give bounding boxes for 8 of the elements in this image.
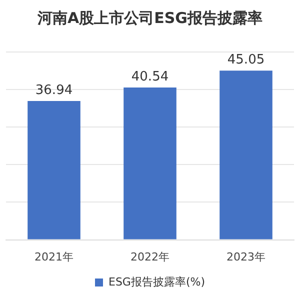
data-label: 36.94 xyxy=(35,82,73,98)
x-tick-label: 2022年 xyxy=(130,250,170,264)
x-tick-label: 2021年 xyxy=(34,250,74,264)
data-label: 45.05 xyxy=(227,52,265,68)
x-tick-label: 2023年 xyxy=(226,250,266,264)
chart-title: 河南A股上市公司ESG报告披露率 xyxy=(36,8,262,27)
legend-label: ESG报告披露率(%) xyxy=(108,275,206,288)
data-label: 40.54 xyxy=(131,69,169,84)
